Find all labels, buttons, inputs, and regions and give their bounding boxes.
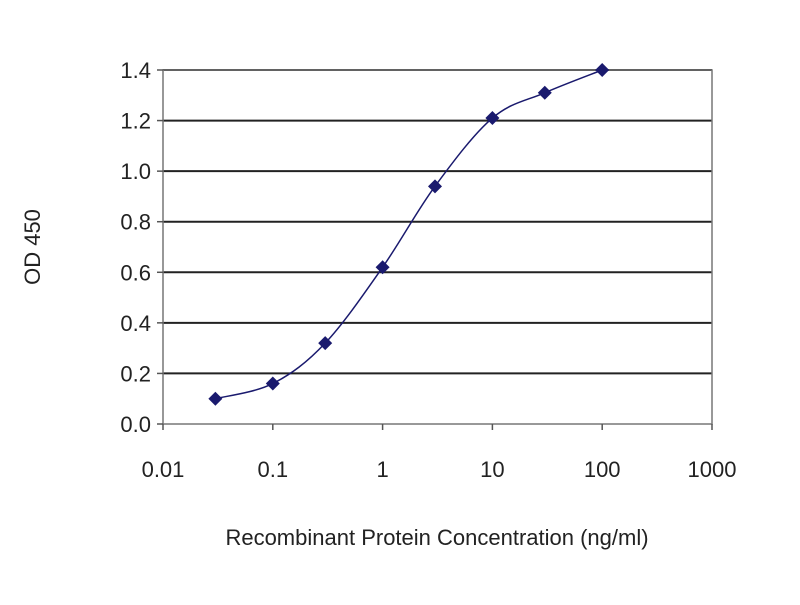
data-point (485, 111, 500, 126)
y-tick-label: 0.2 (120, 361, 151, 386)
y-tick-label: 0.6 (120, 260, 151, 285)
y-tick-label: 1.0 (120, 159, 151, 184)
x-tick-label: 1 (376, 457, 388, 482)
data-point (208, 391, 223, 406)
data-point (427, 179, 442, 194)
x-tick-label: 100 (584, 457, 621, 482)
x-tick-label: 0.1 (258, 457, 289, 482)
x-tick-label: 10 (480, 457, 504, 482)
y-axis-label: OD 450 (20, 209, 45, 285)
y-axis: 0.0 0.2 0.4 0.6 0.8 1.0 1.2 1.4 (120, 58, 163, 437)
data-point (375, 260, 390, 275)
x-tick-label: 1000 (688, 457, 737, 482)
y-tick-label: 0.4 (120, 311, 151, 336)
data-point (265, 376, 280, 391)
data-point (537, 85, 552, 100)
x-axis: 0.01 0.1 1 10 100 1000 (142, 424, 737, 482)
data-point (595, 63, 610, 77)
series-markers (208, 63, 610, 406)
y-tick-label: 0.0 (120, 412, 151, 437)
y-tick-label: 1.4 (120, 58, 151, 83)
x-tick-label: 0.01 (142, 457, 185, 482)
y-tick-label: 1.2 (120, 109, 151, 134)
series-line (215, 69, 603, 400)
data-point (318, 336, 333, 351)
gridlines (163, 69, 712, 375)
y-tick-label: 0.8 (120, 210, 151, 235)
plot-area (162, 69, 713, 425)
x-axis-label: Recombinant Protein Concentration (ng/ml… (225, 525, 648, 550)
